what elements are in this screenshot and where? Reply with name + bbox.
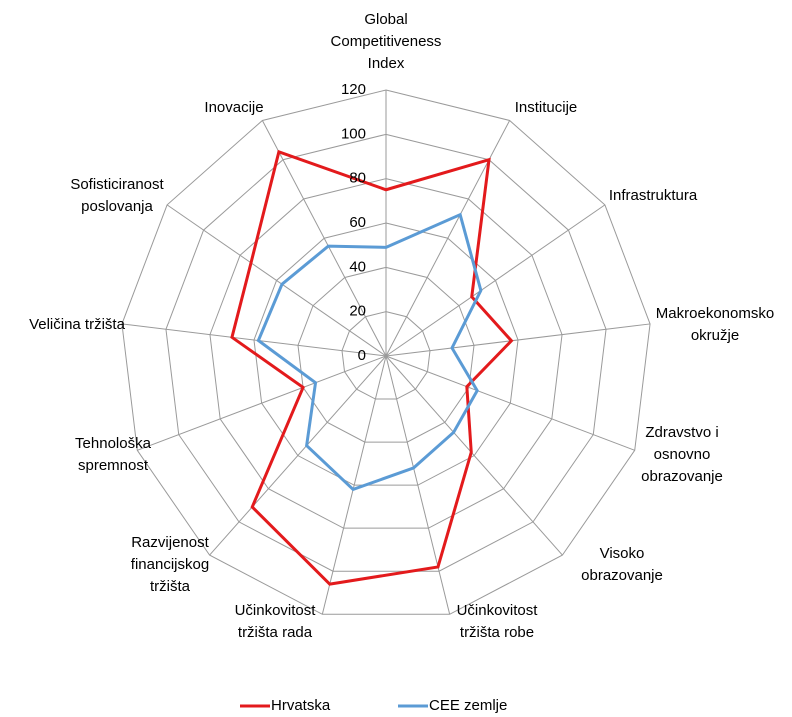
spoke bbox=[385, 355, 451, 615]
category-label: Razvijenost financijskog tržišta bbox=[130, 534, 210, 595]
radial-tick-label: 100 bbox=[341, 125, 366, 142]
category-label: Učinkovitost tržišta robe bbox=[456, 602, 538, 641]
spoke bbox=[321, 355, 387, 615]
radial-tick-label: 80 bbox=[349, 170, 366, 187]
grid-ring bbox=[121, 89, 651, 615]
category-label: Institucije bbox=[514, 99, 578, 116]
grid-ring bbox=[341, 311, 431, 400]
spoke bbox=[385, 204, 606, 357]
spoke bbox=[121, 323, 387, 357]
category-label: Učinkovitost tržišta rada bbox=[234, 602, 316, 641]
grid-ring bbox=[209, 178, 563, 529]
radial-tick-label: 20 bbox=[349, 303, 366, 320]
category-label: Global Competitiveness Index bbox=[330, 11, 442, 72]
grid-ring bbox=[297, 266, 475, 443]
spoke bbox=[209, 355, 387, 556]
category-label: Makroekonomsko okružje bbox=[655, 305, 775, 344]
category-label: Veličina tržišta bbox=[29, 316, 125, 333]
spoke bbox=[166, 204, 387, 357]
category-label: Tehnološka spremnost bbox=[75, 435, 151, 474]
category-label: Zdravstvo i osnovno obrazovanje bbox=[641, 424, 723, 485]
spoke bbox=[137, 355, 387, 451]
legend-label: Hrvatska bbox=[271, 697, 331, 714]
category-label: Inovacije bbox=[204, 99, 264, 116]
category-label: Sofisticiranost poslovanja bbox=[70, 176, 164, 215]
spoke bbox=[385, 355, 563, 556]
spoke bbox=[385, 323, 651, 357]
category-label: Visoko obrazovanje bbox=[581, 545, 663, 584]
category-label: Infrastruktura bbox=[608, 187, 698, 204]
spoke bbox=[385, 355, 635, 451]
spoke bbox=[261, 120, 387, 357]
radial-tick-label: 120 bbox=[341, 81, 366, 98]
radial-tick-label: 40 bbox=[349, 258, 366, 275]
series-line bbox=[230, 149, 514, 586]
series-line bbox=[256, 212, 483, 492]
radial-tick-label: 0 bbox=[358, 347, 366, 364]
grid-ring bbox=[253, 222, 519, 486]
grid-ring bbox=[165, 133, 607, 572]
legend-label: CEE zemlje bbox=[429, 697, 507, 714]
radial-tick-label: 60 bbox=[349, 214, 366, 231]
